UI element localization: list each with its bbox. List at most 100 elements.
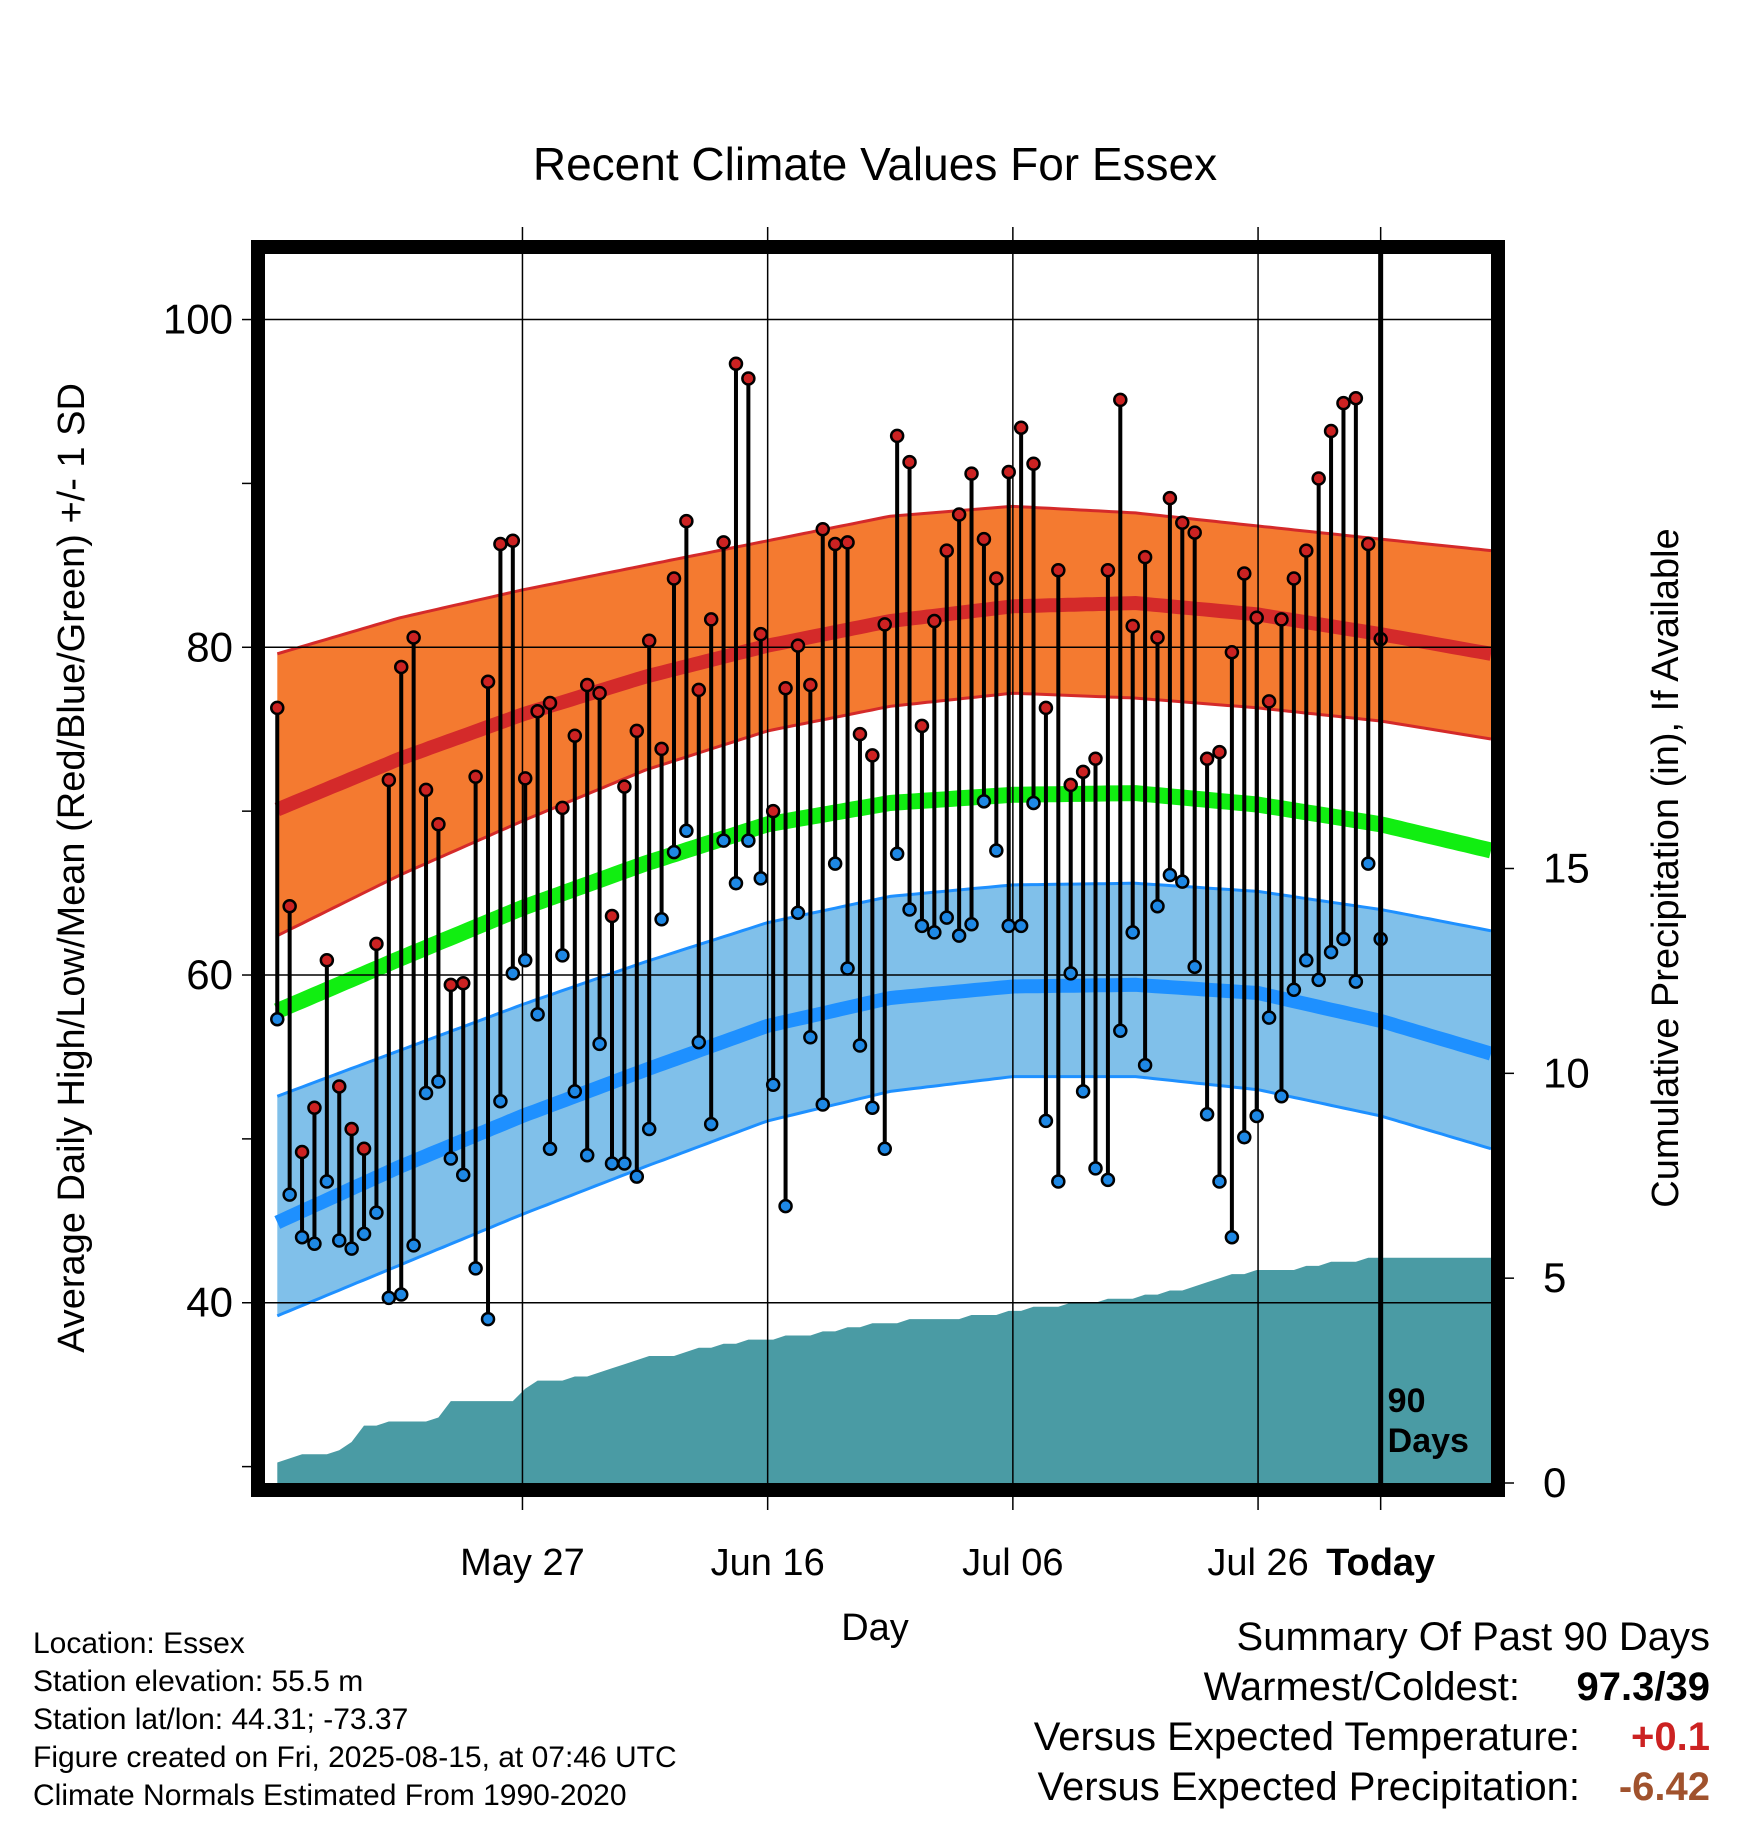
y-left-tick-label: 80	[186, 623, 233, 670]
low-point	[939, 910, 954, 925]
low-point	[964, 916, 979, 932]
high-point	[493, 536, 508, 552]
x-tick-label: Today	[1326, 1542, 1435, 1584]
days-label-number: 90	[1388, 1382, 1426, 1420]
high-point	[406, 630, 421, 645]
precip-anomaly-row: Versus Expected Precipitation: -6.42	[1034, 1762, 1710, 1812]
high-point	[666, 571, 682, 586]
summary-panel: Summary Of Past 90 Days Warmest/Coldest:…	[1034, 1612, 1710, 1812]
low-point	[542, 1141, 558, 1156]
y-left-tick-label: 60	[186, 951, 233, 998]
high-point	[1013, 420, 1029, 435]
low-point	[604, 1156, 620, 1171]
low-point	[877, 1141, 892, 1156]
high-point	[1137, 549, 1153, 565]
high-point	[1100, 563, 1116, 578]
high-point	[505, 533, 521, 549]
high-point	[840, 535, 855, 550]
x-tick-label: Jul 26	[1207, 1542, 1308, 1584]
low-point	[902, 902, 917, 917]
low-point	[1088, 1161, 1103, 1176]
high-point	[1038, 700, 1054, 716]
high-point	[431, 817, 446, 832]
low-point	[617, 1156, 632, 1171]
low-point	[592, 1036, 607, 1052]
low-point	[989, 843, 1004, 858]
low-point	[976, 794, 992, 809]
low-point	[1274, 1089, 1289, 1104]
high-point	[331, 1079, 347, 1094]
high-point	[1249, 610, 1264, 626]
low-point	[741, 833, 756, 848]
low-point	[815, 1097, 831, 1112]
high-point	[443, 977, 459, 993]
y-axis-right-label: Cumulative Precipitation (in), If Availa…	[1645, 528, 1687, 1207]
high-point	[617, 779, 632, 794]
low-point	[951, 928, 967, 943]
precipitation-fill	[277, 1257, 1491, 1483]
high-point	[976, 531, 992, 547]
low-point	[294, 1229, 310, 1245]
x-tick-label: Jul 06	[962, 1542, 1063, 1584]
high-point	[604, 908, 620, 924]
low-point	[1249, 1108, 1264, 1124]
high-point	[393, 659, 409, 675]
elevation-line: Station elevation: 55.5 m	[33, 1665, 364, 1698]
low-point	[1125, 925, 1140, 940]
high-point	[629, 723, 645, 739]
station-info: Location: Essex Station elevation: 55.5 …	[33, 1625, 677, 1815]
warmest-coldest-row: Warmest/Coldest: 97.3/39	[1034, 1662, 1710, 1712]
high-point	[418, 782, 434, 798]
high-point	[1336, 395, 1351, 411]
chart-title: Recent Climate Values For Essex	[533, 138, 1217, 190]
high-point	[641, 633, 657, 648]
high-point	[852, 726, 868, 742]
low-point	[1348, 974, 1364, 989]
low-point	[1237, 1129, 1252, 1145]
low-point	[1299, 953, 1314, 968]
high-point	[1274, 612, 1289, 627]
high-point	[1323, 423, 1339, 439]
y-right-tick-label: 10	[1543, 1049, 1590, 1096]
high-point	[1001, 464, 1016, 480]
high-point	[765, 803, 781, 819]
high-point	[1224, 644, 1240, 660]
latlon-line: Station lat/lon: 44.31; -73.37	[33, 1703, 409, 1736]
warmest-coldest-value: 97.3/39	[1576, 1665, 1710, 1709]
low-point	[517, 953, 533, 968]
low-point	[666, 844, 682, 860]
low-point	[418, 1085, 434, 1101]
low-point	[270, 1012, 285, 1027]
high-point	[728, 356, 744, 372]
low-point	[331, 1233, 347, 1248]
y-right-tick-label: 15	[1543, 845, 1590, 892]
high-point	[1237, 566, 1252, 581]
high-point	[716, 535, 731, 550]
low-point	[369, 1205, 384, 1220]
low-point	[1311, 972, 1326, 988]
high-point	[1075, 764, 1091, 780]
low-point	[344, 1241, 359, 1256]
low-point	[927, 925, 942, 940]
low-point	[691, 1034, 707, 1050]
low-point	[753, 871, 769, 886]
low-point	[567, 1084, 583, 1099]
low-point	[865, 1100, 880, 1115]
low-point	[1187, 959, 1202, 975]
low-point	[282, 1187, 297, 1202]
high-point	[356, 1141, 372, 1156]
high-point	[579, 677, 595, 693]
high-point	[294, 1144, 310, 1160]
low-point	[641, 1121, 657, 1137]
high-point	[567, 728, 583, 744]
low-point	[1199, 1107, 1215, 1122]
low-point	[505, 966, 521, 981]
low-point	[319, 1174, 335, 1189]
high-point	[1125, 618, 1140, 634]
low-point	[629, 1169, 645, 1184]
precip-anomaly-label: Versus Expected Precipitation:	[1037, 1765, 1580, 1809]
high-point	[964, 466, 979, 481]
high-point	[1162, 490, 1178, 506]
low-point	[1150, 898, 1165, 914]
high-point	[865, 748, 880, 763]
